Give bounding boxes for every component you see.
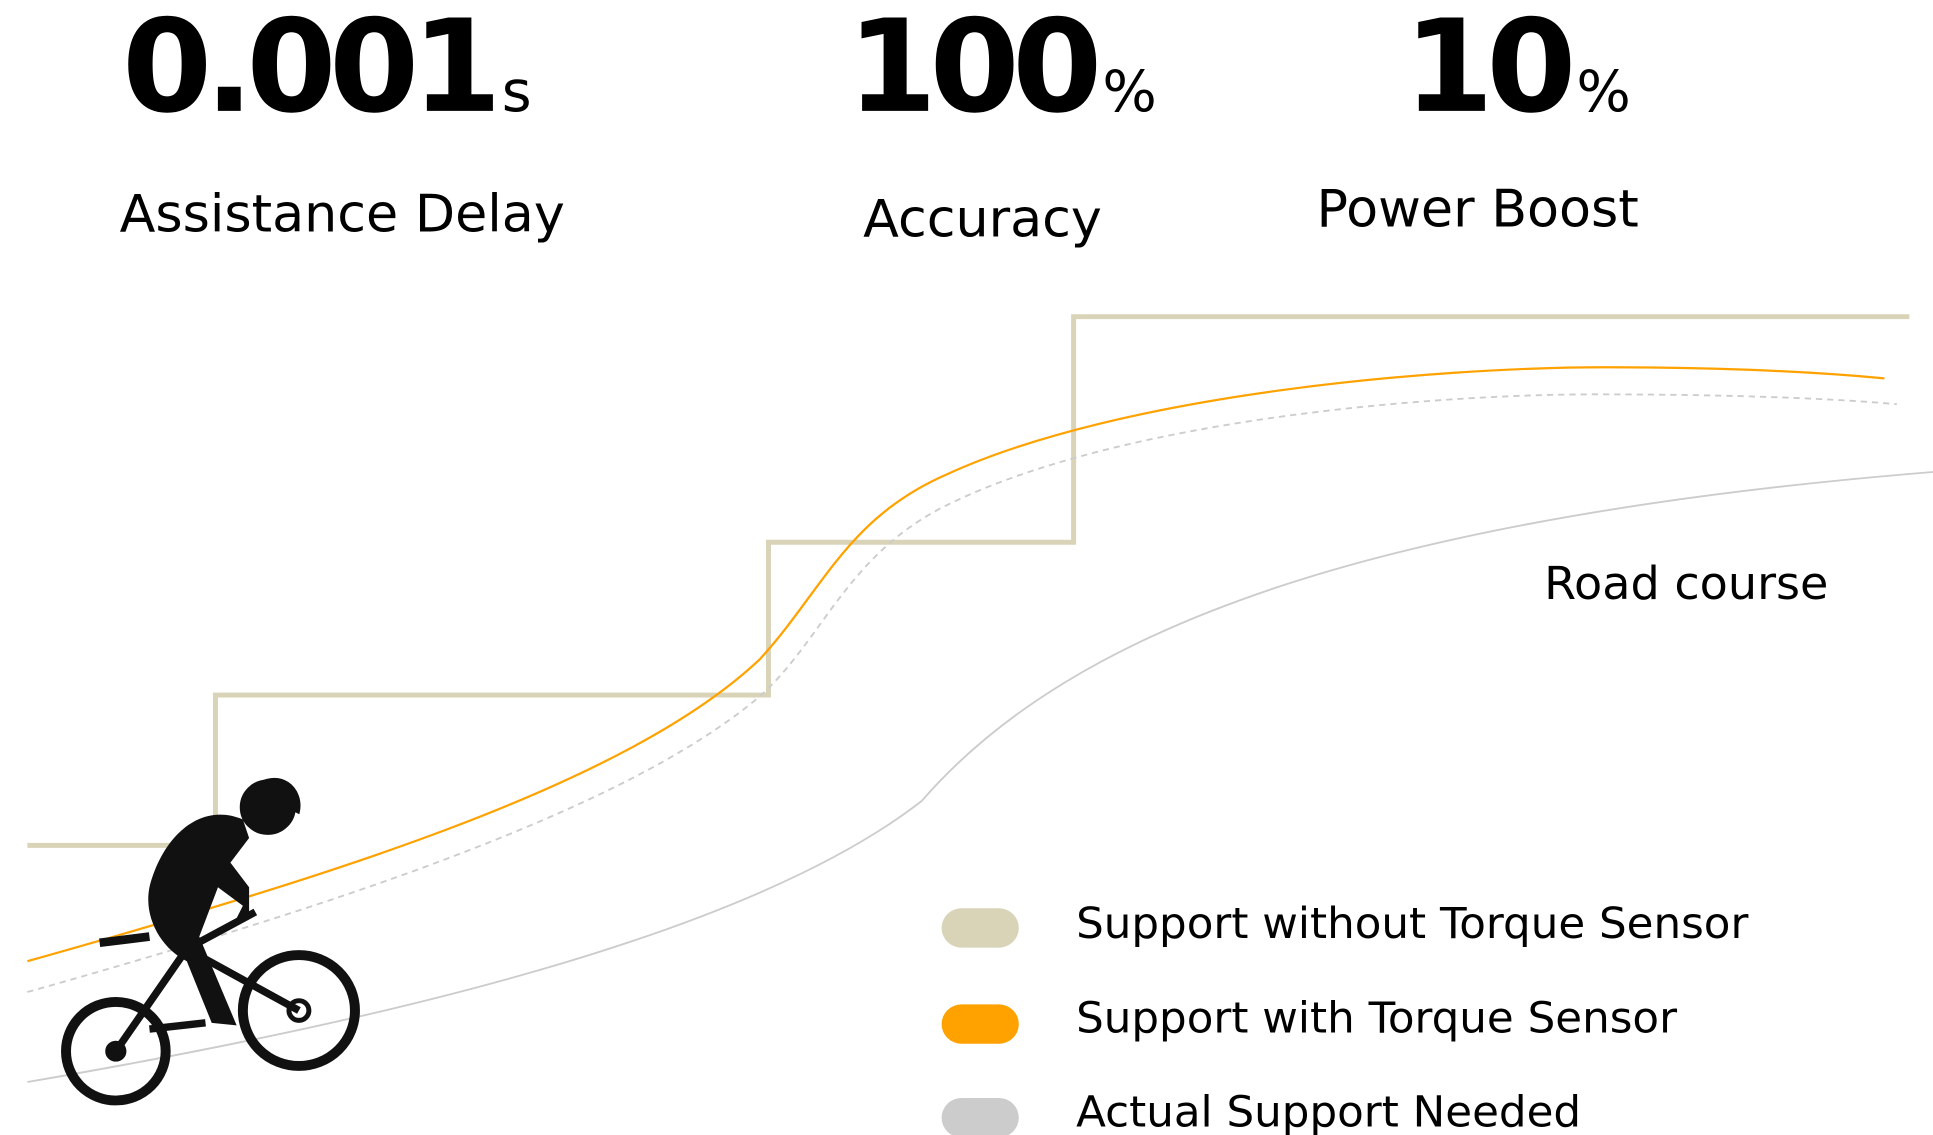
stat-value: 100	[847, 0, 1097, 142]
legend-swatch	[942, 908, 1019, 947]
legend-label: Actual Support Needed	[1076, 1088, 1581, 1135]
stat-values: 10%	[1404, 0, 1631, 142]
stat-values: 100%	[847, 0, 1157, 142]
stat-unit: %	[1576, 59, 1630, 125]
legend-swatch	[942, 1098, 1019, 1135]
torque-curve	[27, 367, 1884, 961]
stat-label: Assistance Delay	[120, 185, 565, 245]
legend-label: Support without Torque Sensor	[1076, 899, 1748, 949]
legend-swatch	[942, 1004, 1019, 1043]
stat-value: 10	[1404, 0, 1571, 142]
stat-unit: %	[1102, 59, 1156, 125]
stat-value: 0.001	[122, 0, 494, 142]
road-label: Road course	[1544, 556, 1828, 610]
stat-unit: s	[502, 59, 532, 125]
cyclist-icon	[66, 778, 355, 1100]
legend-label: Support with Torque Sensor	[1076, 994, 1677, 1044]
stat-label: Power Boost	[1316, 180, 1638, 240]
stat-label: Accuracy	[863, 190, 1102, 250]
infographic: 0.001s Assistance Delay 100% Accuracy 10…	[0, 0, 1933, 1135]
